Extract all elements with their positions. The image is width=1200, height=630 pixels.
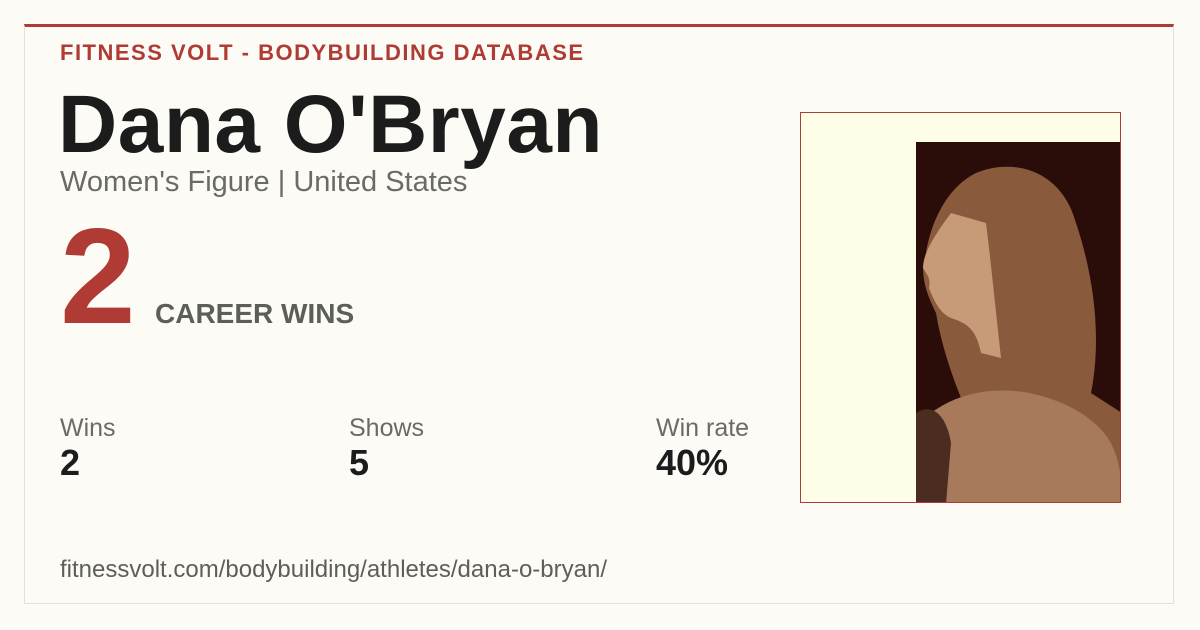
photo-top [916, 409, 951, 502]
stat-label: Win rate [656, 414, 750, 442]
stat-label: Wins [60, 414, 116, 442]
athlete-name: Dana O'Bryan [58, 79, 604, 170]
stat-value: 5 [349, 442, 370, 483]
card [24, 24, 1174, 604]
stat-value: 2 [60, 442, 81, 483]
photo-shoulder [916, 390, 1120, 502]
highlight-value: 2 [60, 200, 136, 352]
highlight-label: CAREER WINS [155, 298, 355, 329]
subtitle: Women's Figure | United States [60, 166, 468, 198]
url: fitnessvolt.com/bodybuilding/athletes/da… [60, 556, 607, 583]
photo-art [916, 142, 1120, 502]
stat-label: Shows [349, 414, 425, 442]
photo-face [923, 213, 1001, 358]
stat-value: 40% [656, 442, 729, 483]
kicker: FITNESS VOLT - BODYBUILDING DATABASE [60, 40, 585, 65]
athlete-photo [800, 112, 1121, 503]
